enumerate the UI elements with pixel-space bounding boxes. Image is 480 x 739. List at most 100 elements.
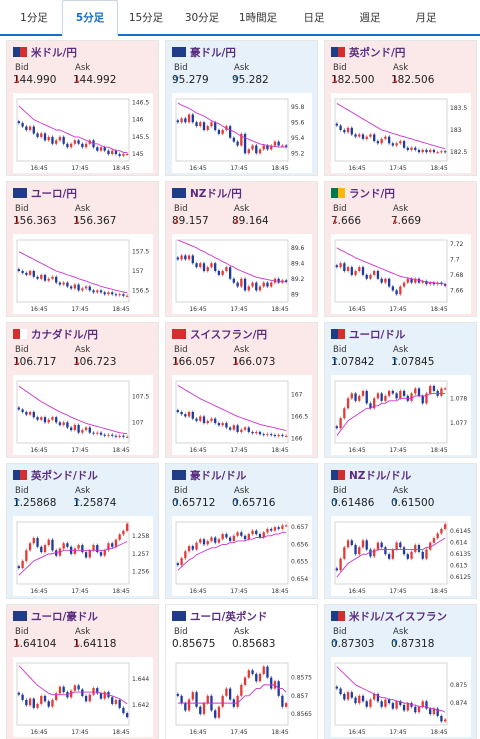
currency-card[interactable]: ランド/円 Bid Ask ↓ 7.666 ↓ 7.669 7.72 7.7 7.68 7…	[324, 181, 477, 317]
currency-card[interactable]: ユーロ/ドル Bid Ask ↑ 1.07842 ↑ 1.07845 1.078 1.…	[324, 322, 477, 458]
candle-body	[66, 282, 69, 287]
candle-body	[365, 701, 368, 707]
pair-name[interactable]: スイスフラン/円	[190, 328, 268, 341]
tab-3[interactable]: 30分足	[184, 11, 220, 24]
pair-name[interactable]: カナダドル/円	[31, 328, 98, 341]
ask-label: Ask	[75, 204, 91, 214]
tab-4[interactable]: 1時間足	[238, 11, 278, 24]
currency-card[interactable]: 英ポンド/ドル Bid Ask ↑ 1.25868 ↑ 1.25874 1.258 1…	[6, 463, 159, 599]
price-chart[interactable]: 0.657 0.656 0.655 0.654 16:45 17:45 18:45	[172, 516, 312, 596]
candle-body	[103, 692, 106, 699]
candle-body	[176, 257, 180, 260]
tab-6[interactable]: 週足	[359, 11, 381, 24]
bid-label: Bid	[333, 486, 347, 496]
candle-body	[399, 286, 402, 295]
tab-5[interactable]: 日足	[303, 11, 325, 24]
price-chart[interactable]: 1.644 1.642 16:45 17:45 18:45	[13, 657, 153, 737]
price-chart[interactable]: 146.5 146 145.5 145 16:45 17:45 18:45	[13, 93, 153, 173]
ask-label: Ask	[393, 345, 409, 355]
price-chart[interactable]: 0.6145 0.614 0.6135 0.613 0.6125 16:45 17:45 18…	[331, 516, 471, 596]
price-chart[interactable]: 1.258 1.257 1.256 16:45 17:45 18:45	[13, 516, 153, 596]
pair-name[interactable]: ユーロ/ドル	[349, 328, 406, 341]
candle-body	[410, 147, 413, 150]
pair-name[interactable]: 英ポンド/ドル	[31, 469, 98, 482]
currency-card[interactable]: NZドル/円 Bid Ask ↓ 89.157 ↓ 89.164 89.6 89.4 8…	[165, 181, 318, 317]
x-tick-label: 16:45	[189, 729, 206, 736]
candle-body	[73, 140, 77, 144]
bid-label: Bid	[333, 204, 347, 214]
currency-card[interactable]: NZドル/ドル Bid Ask ↑ 0.61486 ↑ 0.61500 0.6145…	[324, 463, 477, 599]
currency-card[interactable]: ユーロ/豪ドル Bid Ask ↓ 1.64104 ↓ 1.64118 1.644 1…	[6, 604, 159, 739]
tab-2[interactable]: 15分足	[128, 11, 164, 24]
timeframe-tabs: 1分足 5分足 15分足 30分足 1時間足 日足 週足 月足	[0, 0, 480, 36]
currency-card[interactable]: 英ポンド/円 Bid Ask ↓ 182.500 ↓ 182.506 183.5 18…	[324, 40, 477, 176]
pair-name[interactable]: 豪ドル/ドル	[190, 469, 247, 482]
pair-name[interactable]: 米ドル/スイスフラン	[349, 610, 448, 623]
y-tick-label: 0.656	[291, 541, 308, 548]
price-chart[interactable]: 157.5 157 156.5 16:45 17:45 18:45	[13, 234, 153, 314]
ask-value: 0.85683	[232, 638, 276, 650]
ask-label: Ask	[75, 627, 91, 637]
candle-body	[180, 695, 183, 704]
x-tick-label: 18:45	[271, 729, 288, 736]
currency-card[interactable]: カナダドル/円 Bid Ask ↓ 106.717 ↓ 106.723 107.5 1…	[6, 322, 159, 458]
price-chart[interactable]: 7.72 7.7 7.68 7.66 16:45 17:45 18:45	[331, 234, 471, 314]
pair-name[interactable]: NZドル/ドル	[349, 469, 412, 482]
price-chart[interactable]: 1.078 1.077 16:45 17:45 18:45	[331, 375, 471, 455]
tab-1[interactable]: 5分足	[62, 0, 118, 36]
pair-name[interactable]: ユーロ/豪ドル	[31, 610, 98, 623]
candle-body	[417, 388, 421, 396]
price-chart[interactable]: 183.5 183 182.5 16:45 17:45 18:45	[331, 93, 471, 173]
pair-name[interactable]: 英ポンド/円	[349, 46, 406, 59]
candle-body	[284, 145, 288, 148]
candle-body	[125, 295, 129, 297]
currency-card[interactable]: スイスフラン/円 Bid Ask ↓ 166.057 ↓ 166.073 167 16…	[165, 322, 318, 458]
currency-card[interactable]: 豪ドル/ドル Bid Ask ↑ 0.65712 ↑ 0.65716 0.657 0.…	[165, 463, 318, 599]
candle-body	[176, 693, 180, 696]
candle-body	[376, 141, 380, 144]
candle-body	[81, 545, 84, 553]
currency-card[interactable]: 米ドル/円 Bid Ask ↓ 144.990 ↓ 144.992 146.5 146…	[6, 40, 159, 176]
candle-body	[180, 118, 183, 123]
candle-body	[361, 267, 365, 275]
candle-body	[55, 140, 58, 144]
candle-body	[99, 552, 103, 556]
candle-body	[273, 141, 277, 146]
currency-card[interactable]: 豪ドル/円 Bid Ask ↑ 95.279 ↑ 95.282 95.8 95.6 95…	[165, 40, 318, 176]
pair-name[interactable]: 米ドル/円	[31, 46, 77, 59]
candle-body	[284, 703, 288, 707]
x-tick-label: 18:45	[112, 447, 129, 454]
candle-body	[387, 390, 391, 396]
currency-card[interactable]: ユーロ/円 Bid Ask ↓ 156.363 ↓ 156.367 157.5 157…	[6, 181, 159, 317]
bid-label: Bid	[174, 486, 188, 496]
price-chart[interactable]: 95.8 95.6 95.4 95.2 16:45 17:45 18:45	[172, 93, 312, 173]
price-chart[interactable]: 167 166.5 166 16:45 17:45 18:45	[172, 375, 312, 455]
candle-body	[402, 141, 406, 148]
candle-body	[354, 393, 357, 401]
currency-card[interactable]: ユーロ/英ポンド Bid Ask 0.85675 0.85683 0.8575 0…	[165, 604, 318, 739]
candle-body	[206, 420, 209, 424]
candle-body	[176, 410, 180, 412]
pair-name[interactable]: ユーロ/英ポンド	[190, 610, 268, 623]
pair-name[interactable]: ユーロ/円	[31, 187, 77, 200]
x-tick-label: 16:45	[189, 165, 206, 172]
y-tick-label: 146	[132, 117, 144, 124]
y-tick-label: 182.5	[450, 149, 467, 156]
tab-7[interactable]: 月足	[415, 11, 437, 24]
price-chart[interactable]: 89.6 89.4 89.2 89 16:45 17:45 18:45	[172, 234, 312, 314]
candle-body	[180, 255, 183, 260]
candle-body	[406, 278, 409, 283]
candle-body	[243, 427, 247, 430]
moving-average-line	[336, 103, 446, 150]
pair-name[interactable]: NZドル/円	[190, 187, 242, 200]
pair-name[interactable]: ランド/円	[349, 187, 395, 200]
price-chart[interactable]: 107.5 107 16:45 17:45 18:45	[13, 375, 153, 455]
candle-body	[40, 133, 43, 137]
price-chart[interactable]: 0.8575 0.857 0.8565 16:45 17:45 18:45	[172, 657, 312, 737]
candle-body	[62, 282, 65, 285]
price-chart[interactable]: 0.875 0.874 16:45 17:45 18:45	[331, 657, 471, 737]
currency-card[interactable]: 米ドル/スイスフラン Bid Ask ↑ 0.87303 ↑ 0.87318 0.8…	[324, 604, 477, 739]
ask-value: ↓ 156.367	[73, 215, 117, 227]
tab-0[interactable]: 1分足	[20, 11, 48, 24]
pair-name[interactable]: 豪ドル/円	[190, 46, 236, 59]
